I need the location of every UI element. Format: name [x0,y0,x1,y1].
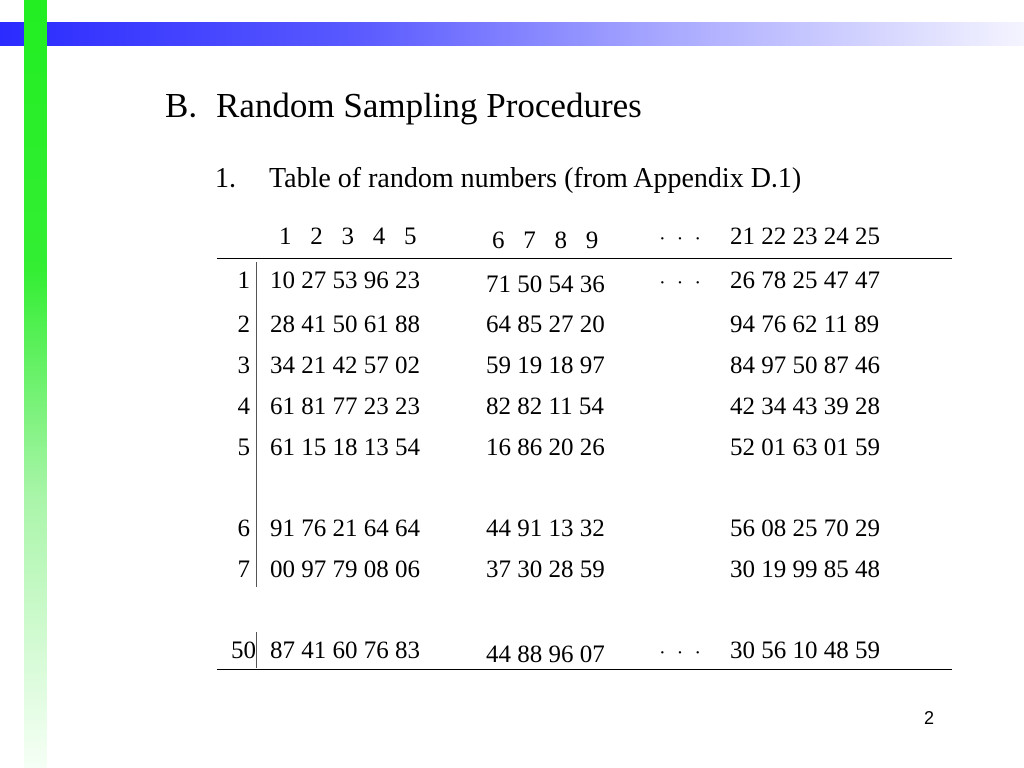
table-cell: 34 21 42 57 02 [270,352,420,379]
table-cell: 10 27 53 96 23 [270,267,420,294]
row-label: 6 [237,515,251,542]
table-cell: 56 08 25 70 29 [730,515,880,542]
table-cell: 91 76 21 64 64 [270,515,420,542]
table-cell: 44 88 96 07 [486,641,605,668]
table-cell: 71 50 54 36 [486,271,605,298]
column-header-21-25: 21 22 23 24 25 [730,223,880,250]
top-decorative-bar [0,22,1024,46]
row-label: 5 [237,434,251,461]
table-cell: 82 82 11 54 [486,393,604,420]
row-label: 3 [237,352,251,379]
row-label: 7 [237,556,251,583]
left-decorative-bar [24,0,47,768]
table-cell: 84 97 50 87 46 [730,352,880,379]
table-cell: 61 15 18 13 54 [270,434,420,461]
table-cell-ellipsis: · · · [659,272,704,294]
table-cell-ellipsis: · · · [659,642,704,664]
column-header-ellipsis: · · · [659,228,704,250]
title-number: B. [165,86,198,125]
column-header-1-5: 1 2 3 4 5 [279,223,417,250]
table-cell: 37 30 28 59 [486,556,605,583]
table-cell: 61 81 77 23 23 [270,393,420,420]
table-cell: 59 19 18 97 [486,352,605,379]
table-cell: 30 56 10 48 59 [730,637,880,664]
table-cell: 87 41 60 76 83 [270,637,420,664]
row-label: 1 [237,267,251,294]
row-label: 4 [237,393,251,420]
title-text: Random Sampling Procedures [216,86,642,125]
row-label: 2 [237,311,251,338]
table-cell: 16 86 20 26 [486,434,605,461]
table-cell: 26 78 25 47 47 [730,267,880,294]
row-label-divider [256,262,257,587]
slide-title: B. Random Sampling Procedures [165,86,642,126]
table-header-rule [217,258,952,259]
table-bottom-rule [217,669,952,670]
subtitle-number: 1. [215,163,236,194]
row-label: 50 [231,637,256,664]
slide-subtitle: 1. Table of random numbers (from Appendix… [215,163,801,195]
table-cell: 00 97 79 08 06 [270,556,420,583]
page-number: 2 [924,708,935,728]
table-cell: 64 85 27 20 [486,311,605,338]
row-label-divider-last [256,632,257,668]
column-header-6-9: 6 7 8 9 [492,227,599,254]
table-cell: 44 91 13 32 [486,515,605,542]
subtitle-text: Table of random numbers (from Appendix D… [269,163,802,194]
table-cell: 30 19 99 85 48 [730,556,880,583]
table-cell: 94 76 62 11 89 [730,311,880,338]
table-cell: 42 34 43 39 28 [730,393,880,420]
table-cell: 52 01 63 01 59 [730,434,880,461]
table-cell: 28 41 50 61 88 [270,311,420,338]
